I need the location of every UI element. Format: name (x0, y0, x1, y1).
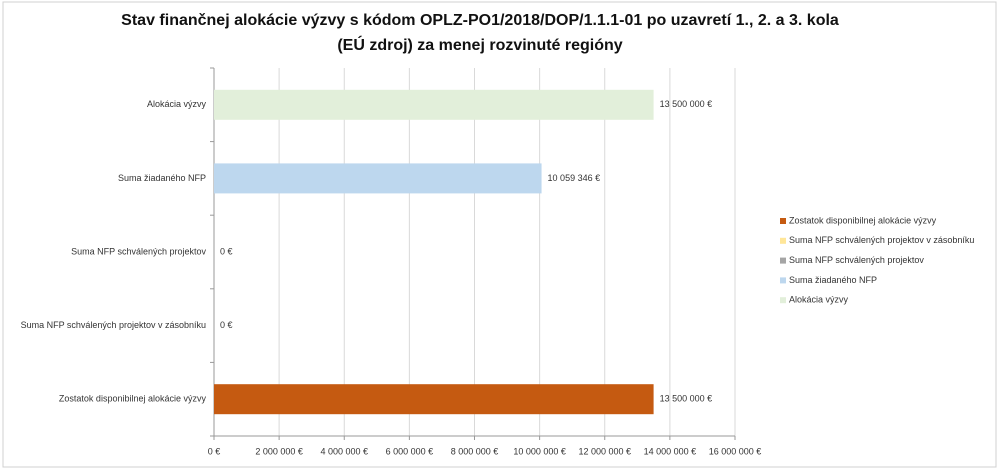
y-tick-label: Suma žiadaného NFP (118, 173, 206, 183)
legend-label: Suma NFP schválených projektov v zásobní… (789, 235, 974, 245)
legend-label: Alokácia výzvy (789, 295, 849, 305)
legend-swatch (780, 257, 786, 264)
bar (214, 163, 542, 194)
x-tick-label: 2 000 000 € (255, 446, 303, 456)
value-label: 0 € (220, 246, 233, 256)
legend-swatch (780, 297, 786, 304)
legend-swatch (780, 218, 786, 224)
x-tick-label: 8 000 000 € (451, 446, 499, 456)
y-tick-label: Suma NFP schválených projektov (71, 246, 206, 256)
x-tick-label: 14 000 000 € (644, 446, 697, 456)
value-label: 10 059 346 € (548, 173, 601, 183)
chart-title: Stav finančnej alokácie výzvy s kódom OP… (121, 12, 839, 29)
x-tick-label: 10 000 000 € (513, 446, 566, 456)
legend-label: Suma žiadaného NFP (789, 275, 877, 285)
bar (214, 89, 654, 120)
bar (214, 384, 654, 415)
value-label: 13 500 000 € (660, 394, 713, 404)
value-label: 0 € (220, 320, 233, 330)
x-tick-label: 6 000 000 € (386, 446, 434, 456)
legend-label: Suma NFP schválených projektov (789, 255, 924, 265)
chart-title: (EÚ zdroj) za menej rozvinuté regióny (337, 35, 622, 54)
value-label: 13 500 000 € (660, 99, 713, 109)
y-tick-label: Suma NFP schválených projektov v zásobní… (21, 320, 206, 330)
x-tick-label: 16 000 000 € (709, 446, 762, 456)
legend-swatch (780, 277, 786, 284)
x-tick-label: 0 € (208, 446, 221, 456)
x-tick-label: 12 000 000 € (578, 446, 631, 456)
x-tick-label: 4 000 000 € (320, 446, 368, 456)
y-tick-label: Zostatok disponibilnej alokácie výzvy (59, 394, 207, 404)
legend-label: Zostatok disponibilnej alokácie výzvy (789, 215, 937, 225)
y-tick-label: Alokácia výzvy (147, 99, 207, 109)
legend-swatch (780, 237, 786, 244)
